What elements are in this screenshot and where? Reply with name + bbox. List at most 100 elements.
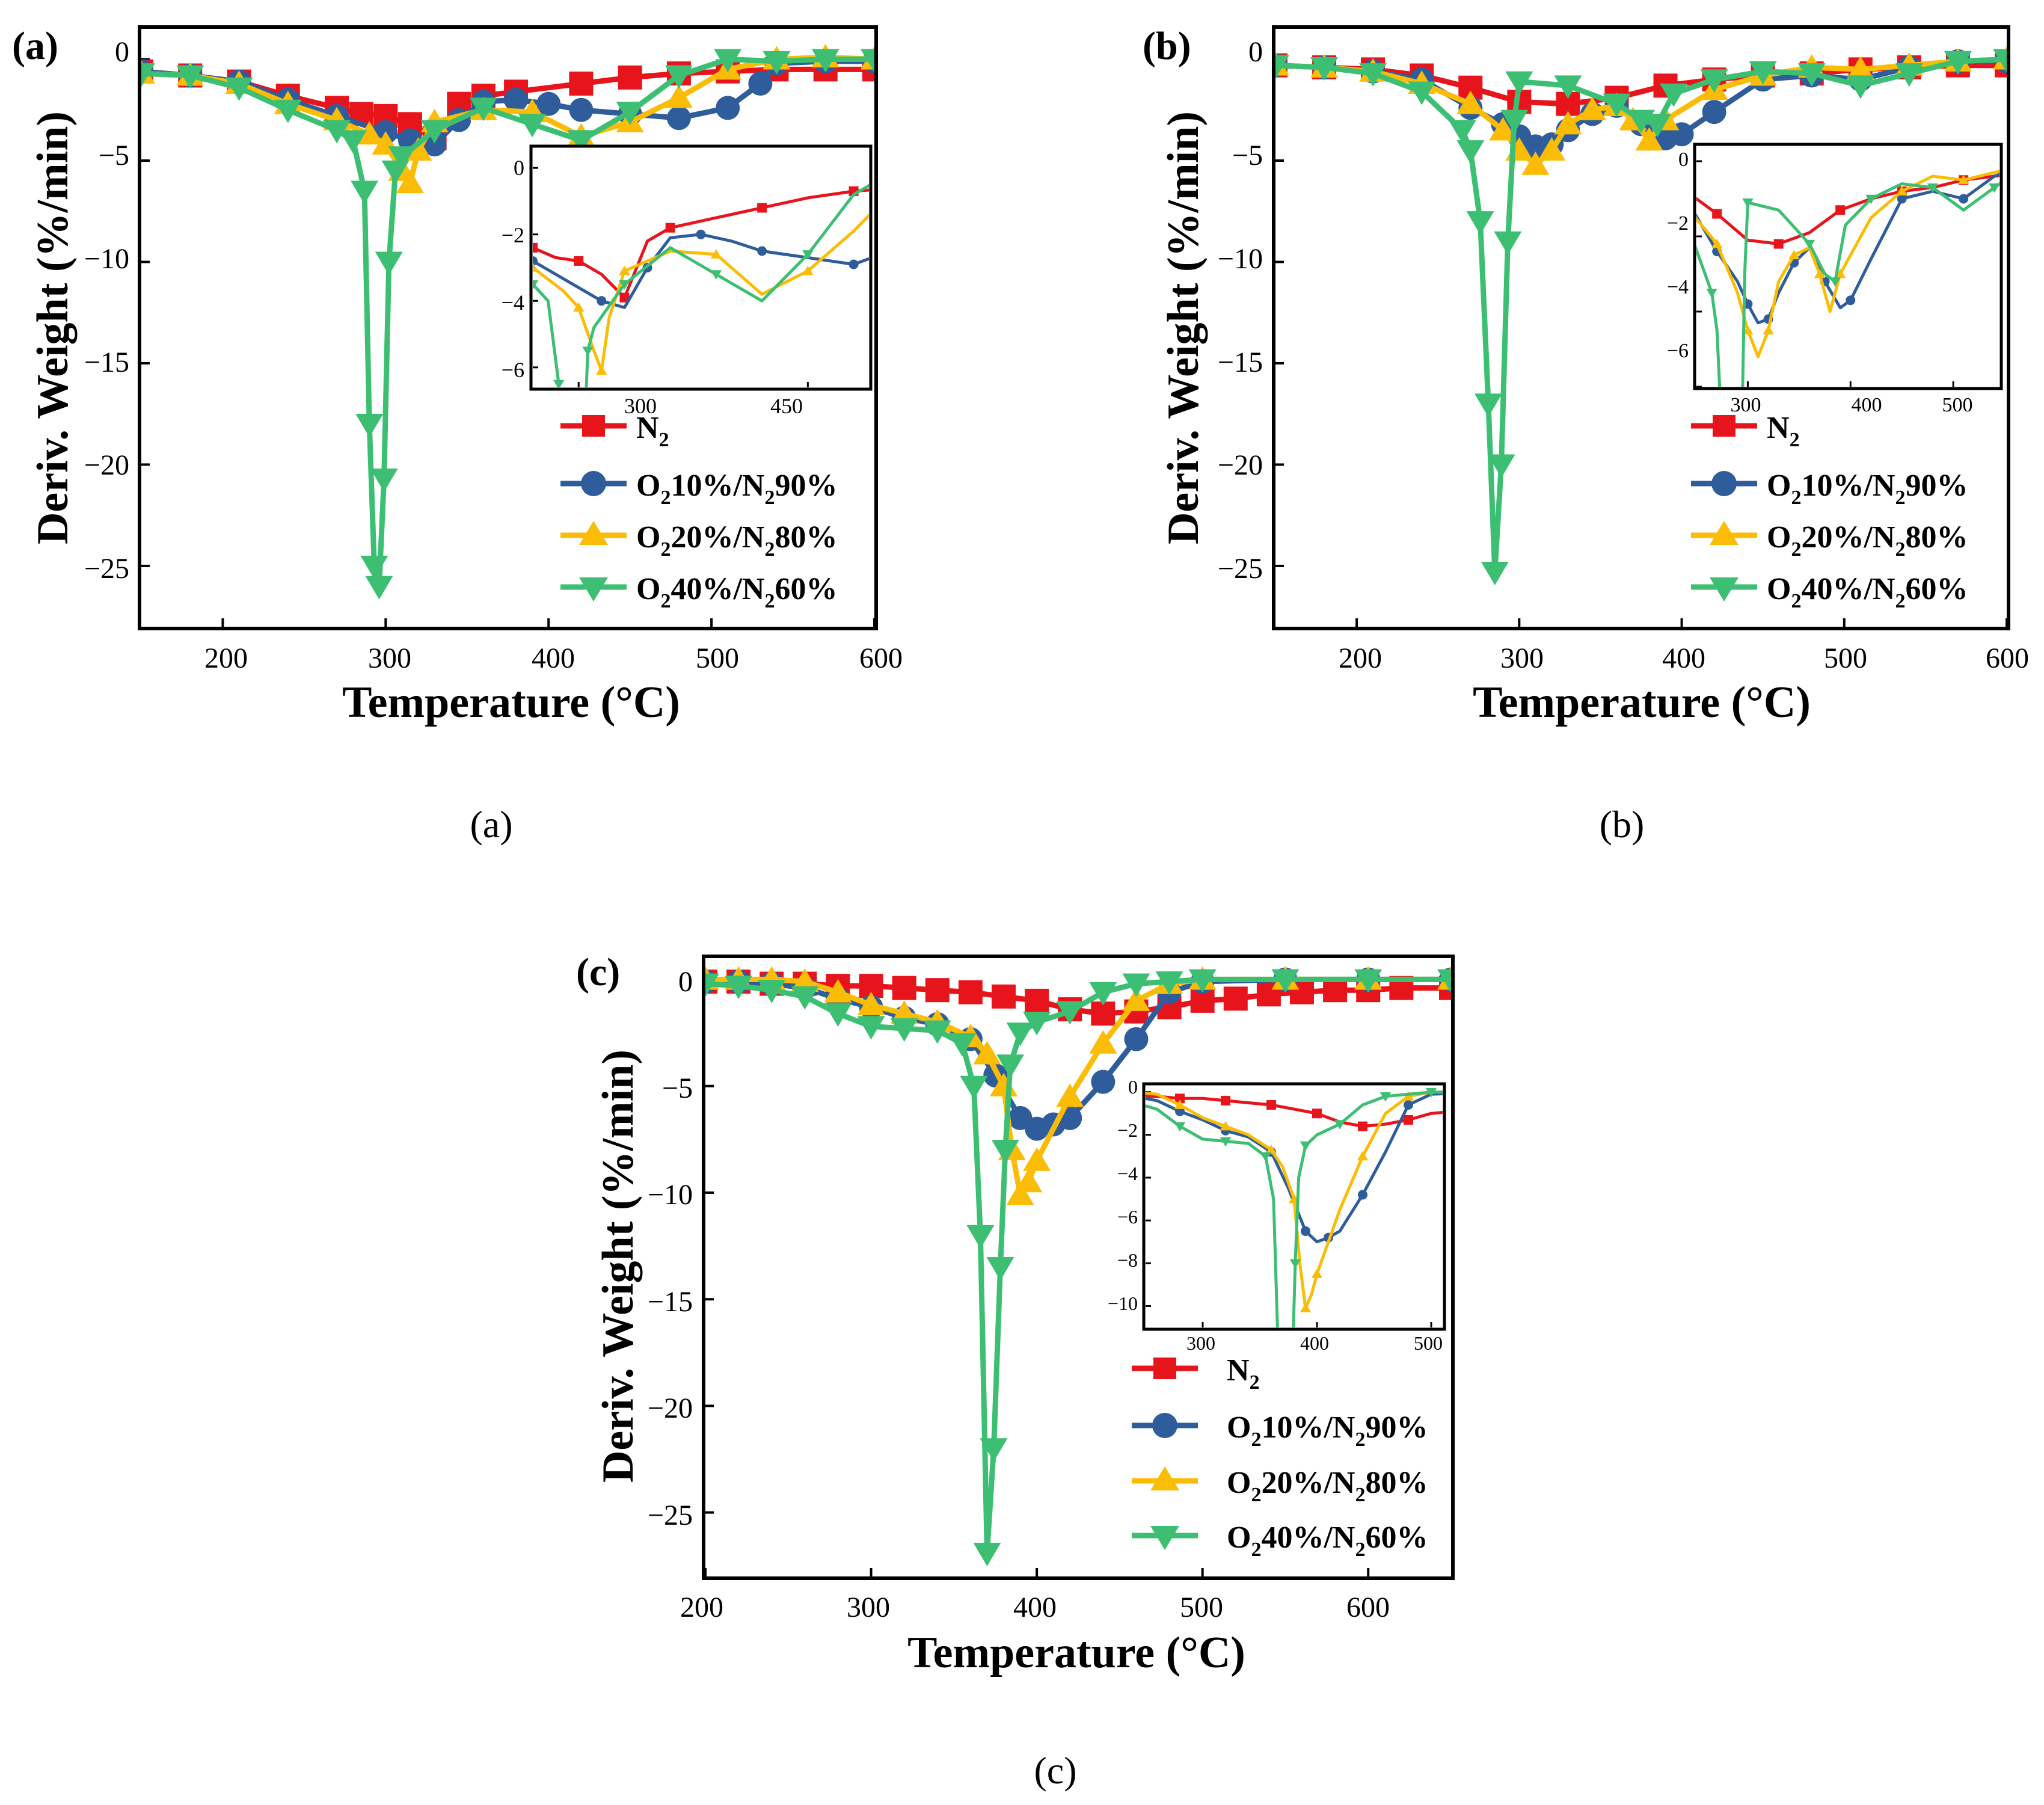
panel-b-inset-ytick: −4 [1667, 276, 1689, 298]
data-point-o2-40 [533, 280, 539, 290]
panel-c-ytick: −25 [648, 1499, 693, 1531]
legend-label-n2: N2 [636, 411, 669, 451]
data-point-o2-40 [1310, 57, 1339, 81]
data-point-o2-10 [1959, 194, 1969, 204]
legend-label-n2: N2 [1227, 1353, 1260, 1394]
panel-c-inset-xtick: 400 [1300, 1332, 1329, 1354]
data-point-o2-20 [1489, 117, 1517, 141]
panel-c-ytick: −15 [648, 1286, 693, 1318]
data-point-o2-40 [1289, 1259, 1301, 1269]
data-point-o2-40 [710, 270, 722, 280]
legend-label-o2-40: O240%/N260% [1767, 572, 1968, 612]
series-line-o2-10 [533, 233, 869, 309]
data-point-o2-40 [1481, 562, 1509, 586]
panel-b-inset-ytick: −2 [1667, 212, 1689, 235]
data-point-o2-10 [696, 229, 706, 239]
data-point-o2-40 [1174, 1122, 1186, 1132]
panel-b: (b) 200 300 400 500 600 0 −5 −10 −15 −20… [1143, 24, 2029, 846]
data-point-o2-20 [596, 365, 607, 375]
data-point-o2-10 [533, 256, 538, 266]
data-point-o2-20 [664, 84, 693, 108]
data-point-o2-10 [1598, 1087, 1607, 1097]
legend-label-n2: N2 [1767, 411, 1800, 451]
panel-b-ytick: −20 [1218, 449, 1263, 481]
data-point-o2-40 [1437, 969, 1451, 993]
data-point-n2 [619, 292, 630, 303]
data-point-o2-40 [890, 1018, 918, 1042]
data-point-n2 [569, 71, 594, 96]
data-point-o2-20 [355, 121, 384, 145]
data-point-o2-20 [857, 991, 885, 1015]
data-point-o2-20 [1089, 1030, 1117, 1054]
panel-b-inset-xtick: 300 [1731, 394, 1761, 416]
panel-c-legend: N2 O210%/N290% O220%/N280% O240%/N260% [1132, 1353, 1428, 1561]
data-point-o2-20 [973, 1041, 1001, 1065]
panel-c-inset-ytick: −4 [1117, 1163, 1138, 1184]
data-point-o2-40 [1829, 277, 1841, 287]
panel-c-inset-ytick: −8 [1117, 1249, 1138, 1271]
data-point-n2 [1495, 1100, 1505, 1110]
panel-b-plot [1275, 46, 2008, 627]
data-point-o2-10 [1358, 1190, 1367, 1200]
panel-a-ylabel: Deriv. Weight (%/min) [28, 111, 78, 544]
data-point-n2 [1358, 1121, 1367, 1131]
data-point-o2-10 [757, 246, 767, 256]
data-point-o2-40 [1334, 1120, 1346, 1130]
data-point-o2-40 [973, 1543, 1001, 1567]
panel-b-legend: N2 O210%/N290% O220%/N280% O240%/N260% [1691, 411, 1968, 612]
data-point-o2-40 [705, 973, 719, 997]
data-point-o2-40 [1927, 183, 1939, 193]
panel-a-xtick: 300 [368, 642, 411, 674]
panel-a-ytick: −5 [99, 140, 129, 171]
legend-marker-o2-40 [579, 577, 608, 601]
legend-label-o2-10: O210%/N290% [1227, 1410, 1428, 1451]
panel-b-caption: (b) [1600, 803, 1645, 846]
data-point-o2-10 [716, 96, 740, 120]
data-point-n2 [1223, 986, 1248, 1011]
panel-b-inset-ytick: 0 [1678, 149, 1689, 171]
panel-b-xlabel: Temperature (°C) [1473, 678, 1811, 727]
data-point-o2-40 [664, 65, 693, 89]
data-point-o2-10 [849, 259, 859, 269]
panel-c-tag: (c) [576, 950, 620, 994]
data-point-o2-40 [714, 49, 742, 73]
panel-c-inset-ytick: −2 [1117, 1119, 1138, 1141]
panel-c-inset-xtick: 500 [1414, 1332, 1443, 1354]
data-point-o2-20 [802, 265, 814, 275]
series-line-n2 [533, 188, 869, 300]
panel-a-tag: (a) [12, 24, 58, 68]
panel-c-xtick: 300 [847, 1591, 890, 1623]
panel-b-inset [1696, 160, 1999, 388]
data-point-o2-40 [861, 49, 874, 73]
data-point-n2 [533, 242, 538, 253]
data-point-o2-40 [1487, 454, 1515, 478]
data-point-o2-40 [1700, 69, 1728, 93]
data-point-o2-10 [986, 167, 996, 176]
data-point-o2-40 [1993, 49, 2007, 73]
panel-a-xtick: 500 [696, 642, 739, 674]
data-point-o2-20 [1521, 151, 1550, 175]
panel-b-yticks: 0 −5 −10 −15 −20 −25 [1218, 36, 1263, 585]
legend-marker-n2 [1153, 1358, 1176, 1379]
data-point-o2-20 [1846, 56, 1874, 80]
data-point-o2-20 [1122, 987, 1150, 1011]
data-point-o2-40 [1359, 63, 1387, 87]
panel-c: (c) 200 300 400 500 600 0 −5 −10 −15 −20… [576, 950, 1607, 1792]
data-point-o2-40 [948, 1033, 977, 1057]
data-point-o2-40 [1300, 1141, 1312, 1151]
panel-b-xtick: 600 [1986, 642, 2029, 674]
panel-a-xlabel: Temperature (°C) [342, 678, 680, 727]
data-point-n2 [665, 223, 675, 233]
panel-b-xtick: 500 [1824, 642, 1867, 674]
data-point-o2-40 [1895, 63, 1923, 87]
panel-c-ytick: −5 [662, 1072, 693, 1104]
data-point-o2-40 [141, 63, 155, 87]
data-point-o2-40 [1466, 211, 1494, 235]
data-point-o2-10 [569, 97, 594, 122]
data-point-o2-10 [504, 87, 529, 112]
panel-c-xtick: 600 [1346, 1591, 1390, 1623]
data-point-o2-20 [1265, 1144, 1277, 1154]
panel-c-xticks: 200 300 400 500 600 [680, 1591, 1390, 1623]
data-point-o2-40 [1803, 239, 1815, 250]
panel-b-inset-xtick: 400 [1852, 394, 1882, 416]
